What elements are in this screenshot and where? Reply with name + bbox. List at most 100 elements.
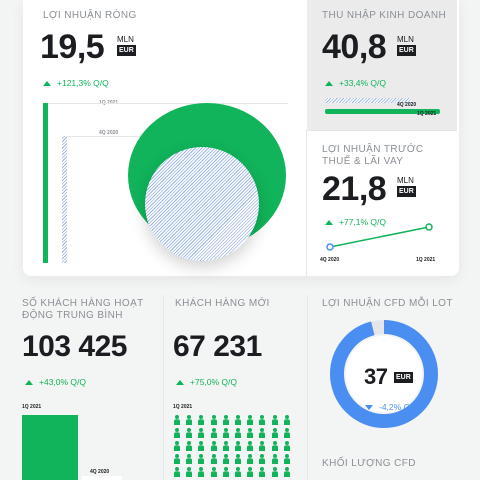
person-icon: [174, 428, 180, 438]
person-icon: [259, 467, 266, 477]
person-icon: [283, 467, 290, 477]
person-icon: [222, 454, 229, 464]
person-icon: [235, 428, 241, 438]
ebt-point-4q2020: [326, 243, 334, 251]
avg-clients-label: SỐ KHÁCH HÀNG HOẠT ĐỘNG TRUNG BÌNH: [22, 298, 144, 321]
new-clients-value: 67 231: [173, 330, 262, 363]
person-icon: [283, 415, 290, 425]
person-icon: [283, 441, 290, 451]
person-icon: [259, 415, 266, 425]
person-icon: [174, 467, 180, 477]
ebt-period-a: 4Q 2020: [320, 257, 340, 263]
person-icon: [198, 454, 205, 464]
person-icon: [247, 441, 254, 451]
cfd-profit-ring: [330, 320, 438, 428]
person-icon: [210, 454, 217, 464]
person-icon: [283, 428, 290, 438]
net-profit-bar-1q2021: [43, 103, 48, 263]
new-clients-delta: +75,0% Q/Q: [176, 377, 237, 387]
ebt-delta: +77,1% Q/Q: [325, 217, 386, 227]
avg-clients-bar-4q2020: [82, 476, 122, 480]
person-icon: [271, 428, 278, 438]
new-clients-people-grid: [173, 415, 298, 480]
person-icon: [222, 415, 229, 425]
business-income-bar-1q2021: [325, 109, 440, 114]
person-icon: [271, 467, 278, 477]
ebt-trend-line: [329, 226, 430, 248]
up-arrow-icon: [25, 379, 33, 385]
person-icon: [247, 428, 254, 438]
up-arrow-icon: [43, 80, 51, 86]
business-income-card: [307, 0, 457, 130]
net-profit-unit-mln: MLN: [117, 35, 134, 44]
cfd-profit-value: 37: [364, 364, 388, 389]
net-profit-bar-4q2020: [62, 136, 67, 263]
business-income-period-a: 4Q 2020: [397, 102, 417, 108]
lower-divider-1: [163, 295, 164, 480]
avg-clients-value: 103 425: [22, 330, 127, 363]
net-profit-unit: MLN EUR: [117, 35, 136, 56]
cfd-volume-label: KHỐI LƯỢNG CFD: [322, 458, 416, 469]
business-income-unit-mln: MLN: [397, 35, 414, 44]
net-profit-value: 19,5: [40, 28, 105, 66]
avg-clients-period-b: 4Q 2020: [90, 469, 110, 475]
person-icon: [235, 441, 241, 451]
person-icon: [259, 428, 266, 438]
person-icon: [186, 467, 193, 477]
avg-clients-bar-1q2021: [22, 415, 78, 480]
cfd-profit-unit-eur: EUR: [394, 372, 413, 383]
avg-clients-delta: +43,0% Q/Q: [25, 377, 86, 387]
person-icon: [271, 454, 278, 464]
person-icon: [210, 415, 217, 425]
net-profit-unit-eur: EUR: [117, 45, 136, 56]
net-profit-circle-4q2020: [145, 147, 259, 261]
ebt-period-b: 1Q 2021: [416, 257, 436, 263]
cfd-profit-delta-text: -4,2% Q/Q: [379, 402, 420, 412]
business-income-delta-text: +33,4% Q/Q: [339, 78, 387, 88]
avg-clients-period-a: 1Q 2021: [22, 404, 42, 410]
up-arrow-icon: [325, 219, 333, 225]
ebt-unit: MLN EUR: [397, 176, 416, 197]
person-icon: [186, 415, 193, 425]
person-icon: [235, 454, 241, 464]
person-icon: [210, 467, 217, 477]
cfd-ring-center: [346, 336, 422, 412]
person-icon: [198, 428, 205, 438]
net-profit-line-a: [48, 103, 288, 104]
person-icon: [271, 441, 278, 451]
person-icon: [186, 428, 193, 438]
business-income-value: 40,8: [322, 28, 387, 66]
ebt-line-chart: [326, 223, 433, 251]
person-icon: [247, 467, 254, 477]
cfd-ring-fill: [330, 320, 438, 428]
person-icon: [235, 415, 241, 425]
person-icon: [271, 415, 278, 425]
up-arrow-icon: [325, 80, 333, 86]
business-income-label: THU NHẬP KINH DOANH: [322, 10, 447, 21]
net-profit-delta-text: +121,3% Q/Q: [57, 78, 109, 88]
person-icon: [210, 428, 217, 438]
ebt-value: 21,8: [322, 170, 387, 208]
person-icon: [186, 441, 193, 451]
avg-clients-delta-text: +43,0% Q/Q: [39, 377, 87, 387]
business-income-unit: MLN EUR: [397, 35, 416, 56]
net-profit-label: LỢI NHUẬN RÒNG: [43, 10, 137, 21]
ebt-unit-eur: EUR: [397, 186, 416, 197]
net-profit-line-b: [67, 136, 167, 137]
person-icon: [174, 454, 180, 464]
person-icon: [222, 428, 229, 438]
cfd-profit-delta: -4,2% Q/Q: [365, 402, 419, 412]
new-clients-period-a: 1Q 2021: [173, 404, 193, 410]
person-icon: [198, 441, 205, 451]
ebt-delta-text: +77,1% Q/Q: [339, 217, 387, 227]
lower-divider-2: [307, 295, 308, 480]
person-icon: [210, 441, 217, 451]
person-icon: [259, 441, 266, 451]
net-profit-period-b: 4Q 2020: [99, 130, 119, 136]
up-arrow-icon: [176, 379, 184, 385]
person-icon: [186, 454, 193, 464]
ebt-unit-mln: MLN: [397, 176, 414, 185]
business-income-bar-4q2020: [325, 98, 412, 103]
ebt-point-1q2021: [425, 223, 433, 231]
horizontal-divider-right: [307, 130, 457, 131]
